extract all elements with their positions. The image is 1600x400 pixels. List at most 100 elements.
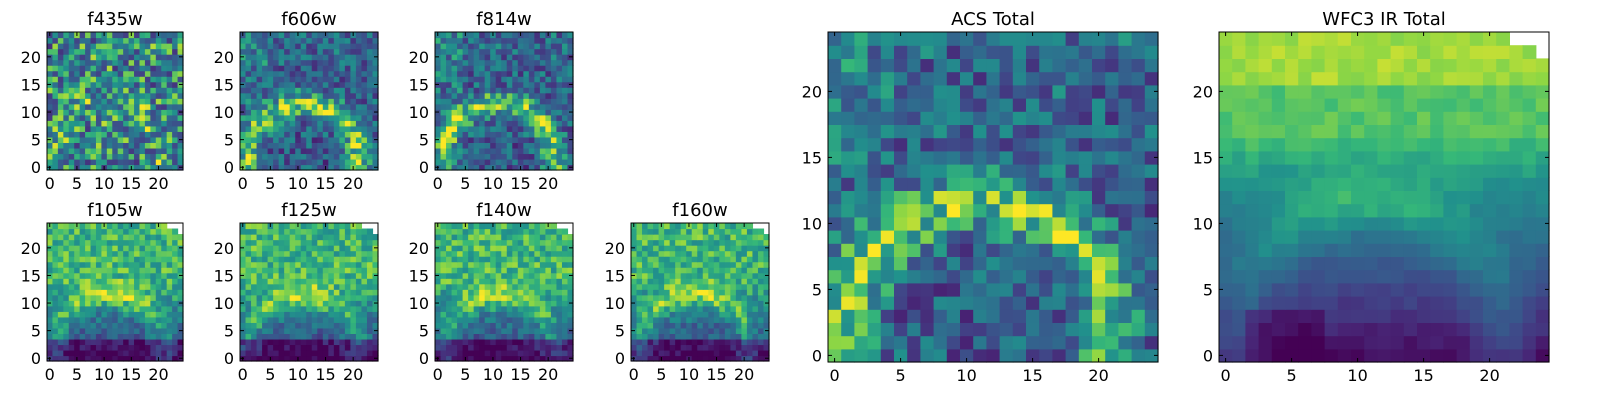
- y-tick-label: 0: [615, 349, 625, 368]
- heatmap-cell: [484, 267, 491, 274]
- heatmap-cell: [144, 103, 151, 110]
- heatmap-cell: [697, 327, 704, 334]
- heatmap-cell: [256, 333, 263, 340]
- heatmap-cell: [284, 289, 291, 296]
- heatmap-cell: [289, 228, 296, 235]
- heatmap-cell: [539, 43, 546, 50]
- heatmap-cell: [746, 278, 754, 285]
- heatmap-cell: [556, 70, 563, 77]
- heatmap-cell: [289, 70, 296, 77]
- heatmap-cell: [256, 81, 263, 88]
- heatmap-cell: [468, 153, 475, 160]
- heatmap-cell: [446, 234, 453, 241]
- heatmap-cells: [240, 32, 379, 171]
- heatmap-cell: [539, 81, 546, 88]
- heatmap-cell: [311, 164, 318, 171]
- heatmap-cell: [920, 335, 935, 350]
- heatmap-cell: [155, 81, 162, 88]
- heatmap-cell: [139, 311, 146, 318]
- heatmap-cell: [300, 59, 307, 66]
- heatmap-cell: [317, 136, 324, 143]
- heatmap-cell: [1118, 190, 1133, 205]
- heatmap-cell: [517, 92, 524, 99]
- heatmap-cell: [512, 283, 519, 290]
- heatmap-cell: [155, 120, 162, 127]
- heatmap-cell: [506, 70, 513, 77]
- heatmap-cell: [490, 147, 497, 155]
- heatmap-cell: [150, 316, 157, 323]
- heatmap-cell: [561, 114, 569, 121]
- heatmap-cell: [311, 125, 318, 132]
- heatmap-cell: [473, 245, 480, 252]
- heatmap-cell: [251, 114, 258, 121]
- x-tick-label: 20: [148, 174, 168, 193]
- heatmap-cell: [344, 114, 351, 121]
- heatmap-cell: [517, 305, 524, 312]
- heatmap-cell: [512, 256, 519, 263]
- heatmap-cell: [134, 136, 141, 143]
- heatmap-cell: [539, 59, 546, 66]
- heatmap-cell: [462, 228, 469, 235]
- heatmap-cell: [1092, 309, 1106, 323]
- heatmap-cell: [757, 239, 765, 246]
- heatmap-cell: [150, 142, 157, 149]
- heatmap-cell: [719, 267, 726, 274]
- heatmap-cell: [512, 344, 519, 351]
- heatmap-cell: [251, 103, 258, 110]
- heatmap-cell: [545, 147, 552, 155]
- heatmap-cell: [702, 228, 709, 235]
- heatmap-cell: [79, 327, 86, 334]
- heatmap-cell: [920, 150, 935, 165]
- heatmap-cell: [539, 256, 546, 263]
- heatmap-cell: [462, 300, 469, 307]
- heatmap-cell: [262, 355, 269, 362]
- heatmap-cell: [68, 92, 75, 99]
- heatmap-cell: [256, 48, 263, 55]
- heatmap-cell: [372, 48, 379, 55]
- heatmap-cell: [144, 76, 151, 83]
- heatmap-cell: [339, 65, 346, 72]
- heatmap-cell: [484, 136, 491, 143]
- heatmap-cell: [134, 267, 141, 274]
- heatmap-cell: [1118, 309, 1133, 323]
- heatmap-cell: [161, 98, 168, 105]
- heatmap-cell: [366, 76, 374, 83]
- heatmap-cell: [550, 65, 558, 72]
- heatmap-cell: [350, 322, 357, 329]
- heatmap-cell: [528, 278, 535, 285]
- heatmap-cell: [446, 283, 453, 290]
- heatmap-cell: [506, 338, 513, 346]
- y-tick-label: 10: [409, 103, 429, 122]
- heatmap-cell: [550, 333, 558, 340]
- heatmap-cell: [139, 59, 146, 66]
- heatmap-cell: [161, 234, 168, 241]
- heatmap-cell: [713, 349, 720, 357]
- heatmap-cell: [344, 54, 351, 61]
- heatmap-cell: [306, 87, 313, 94]
- heatmap-cell: [468, 338, 475, 346]
- heatmap-cell: [539, 109, 546, 116]
- heatmap-cell: [1118, 243, 1133, 257]
- heatmap-cell: [262, 131, 269, 138]
- heatmap-cell: [117, 267, 124, 274]
- heatmap-cell: [106, 327, 113, 334]
- heatmap-cell: [284, 272, 291, 279]
- heatmap-cell: [144, 250, 151, 257]
- heatmap-cell: [501, 92, 508, 99]
- heatmap-cell: [763, 256, 770, 263]
- heatmap-cell: [479, 272, 486, 279]
- heatmap-cell: [631, 283, 638, 290]
- heatmap-cell: [123, 278, 130, 285]
- heatmap-cell: [462, 278, 469, 285]
- heatmap-cell: [278, 59, 285, 66]
- heatmap-cell: [523, 87, 530, 94]
- heatmap-cell: [155, 311, 162, 318]
- heatmap-cell: [278, 54, 285, 61]
- heatmap-cell: [328, 223, 335, 230]
- heatmap-cell: [854, 150, 869, 165]
- heatmap-cell: [172, 103, 179, 110]
- heatmap-cell: [495, 136, 502, 143]
- heatmap-cell: [435, 120, 442, 127]
- heatmap-cell: [1118, 296, 1133, 310]
- heatmap-cell: [311, 76, 318, 83]
